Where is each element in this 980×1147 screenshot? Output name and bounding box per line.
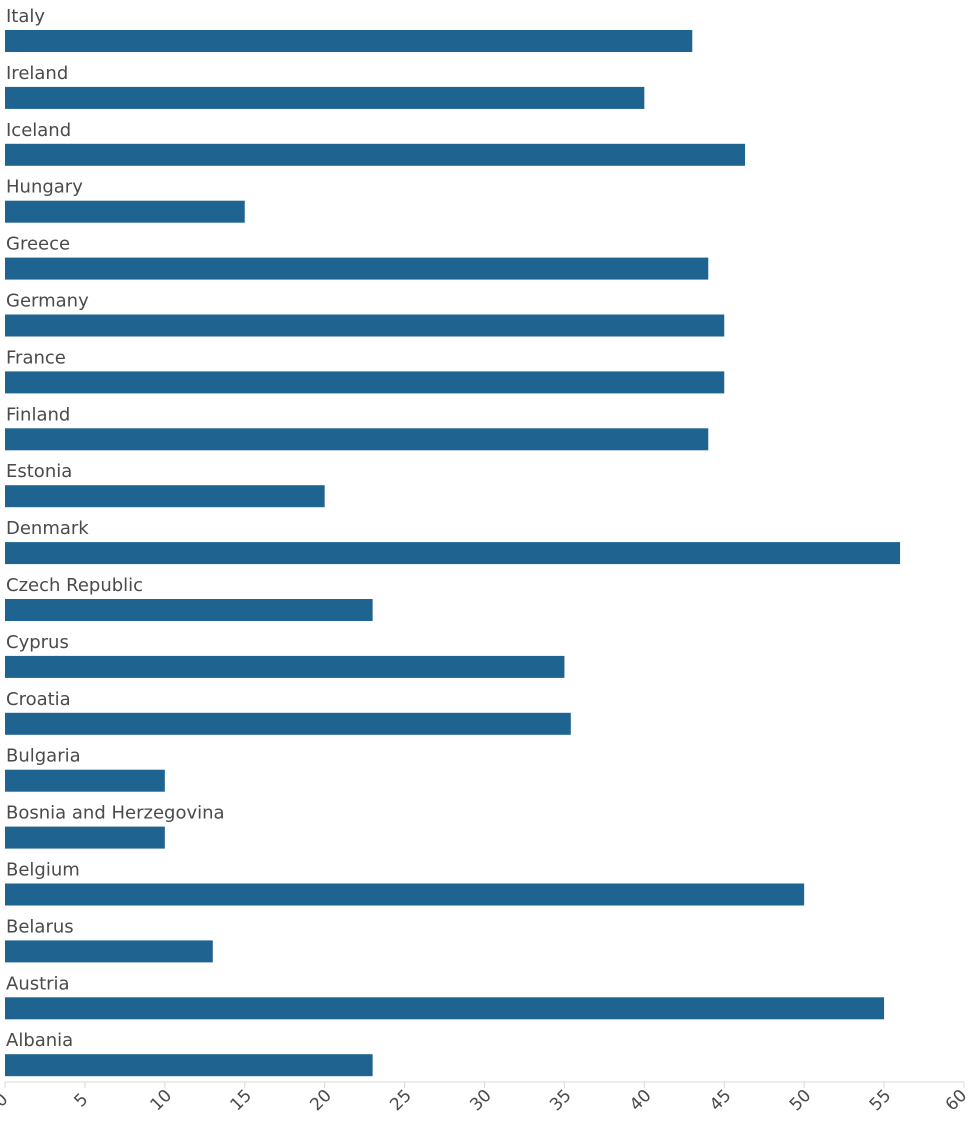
x-tick-label-30: 30 <box>466 1086 495 1115</box>
bar-bosnia-and-herzegovina[interactable] <box>5 826 165 849</box>
bar-greece[interactable] <box>5 257 709 280</box>
category-label-hungary: Hungary <box>6 177 83 198</box>
bar-france[interactable] <box>5 371 725 394</box>
bar-belgium[interactable] <box>5 883 805 906</box>
x-tick-label-10: 10 <box>147 1086 176 1115</box>
x-tick-label-45: 45 <box>706 1086 735 1115</box>
bar-denmark[interactable] <box>5 542 901 565</box>
bars-layer <box>5 30 901 1077</box>
category-label-germany: Germany <box>6 291 89 312</box>
bar-italy[interactable] <box>5 30 693 52</box>
bar-hungary[interactable] <box>5 200 245 223</box>
category-label-austria: Austria <box>6 973 70 994</box>
x-tick-label-50: 50 <box>786 1086 815 1115</box>
category-labels-layer: Italy Ireland Iceland Hungary Greece Germany F… <box>6 6 225 1051</box>
category-label-denmark: Denmark <box>6 518 89 539</box>
category-label-belarus: Belarus <box>6 916 74 937</box>
bar-bulgaria[interactable] <box>5 769 165 792</box>
category-label-ireland: Ireland <box>6 63 68 84</box>
category-label-france: France <box>6 347 66 368</box>
bar-iceland[interactable] <box>5 143 746 166</box>
bar-germany[interactable] <box>5 314 725 337</box>
category-label-czech-republic: Czech Republic <box>6 575 143 596</box>
bar-croatia[interactable] <box>5 712 571 735</box>
category-label-finland: Finland <box>6 404 70 425</box>
category-label-iceland: Iceland <box>6 120 71 141</box>
category-label-cyprus: Cyprus <box>6 632 69 653</box>
category-label-italy: Italy <box>6 6 45 27</box>
x-tick-label-0: 0 <box>0 1090 12 1112</box>
bar-czech-republic[interactable] <box>5 599 373 621</box>
x-tick-label-20: 20 <box>306 1086 335 1115</box>
category-label-bosnia-and-herzegovina: Bosnia and Herzegovina <box>6 803 225 824</box>
bar-belarus[interactable] <box>5 940 213 963</box>
bar-albania[interactable] <box>5 1054 373 1077</box>
category-label-belgium: Belgium <box>6 860 80 881</box>
bar-finland[interactable] <box>5 428 709 451</box>
bar-estonia[interactable] <box>5 485 325 508</box>
x-tick-label-25: 25 <box>386 1086 415 1115</box>
bar-austria[interactable] <box>5 997 885 1020</box>
category-label-albania: Albania <box>6 1030 73 1051</box>
x-axis: 0 5 10 15 20 25 30 35 40 45 50 55 60 <box>0 1081 971 1115</box>
x-tick-label-40: 40 <box>626 1086 655 1115</box>
bar-cyprus[interactable] <box>5 655 565 678</box>
x-tick-label-60: 60 <box>942 1086 971 1115</box>
x-tick-label-35: 35 <box>546 1086 575 1115</box>
category-label-estonia: Estonia <box>6 461 72 482</box>
x-tick-label-55: 55 <box>866 1086 895 1115</box>
category-label-croatia: Croatia <box>6 689 71 710</box>
x-tick-label-5: 5 <box>70 1090 92 1112</box>
category-label-bulgaria: Bulgaria <box>6 746 81 767</box>
bar-ireland[interactable] <box>5 86 645 109</box>
x-tick-label-15: 15 <box>226 1086 255 1115</box>
category-label-greece: Greece <box>6 234 70 255</box>
